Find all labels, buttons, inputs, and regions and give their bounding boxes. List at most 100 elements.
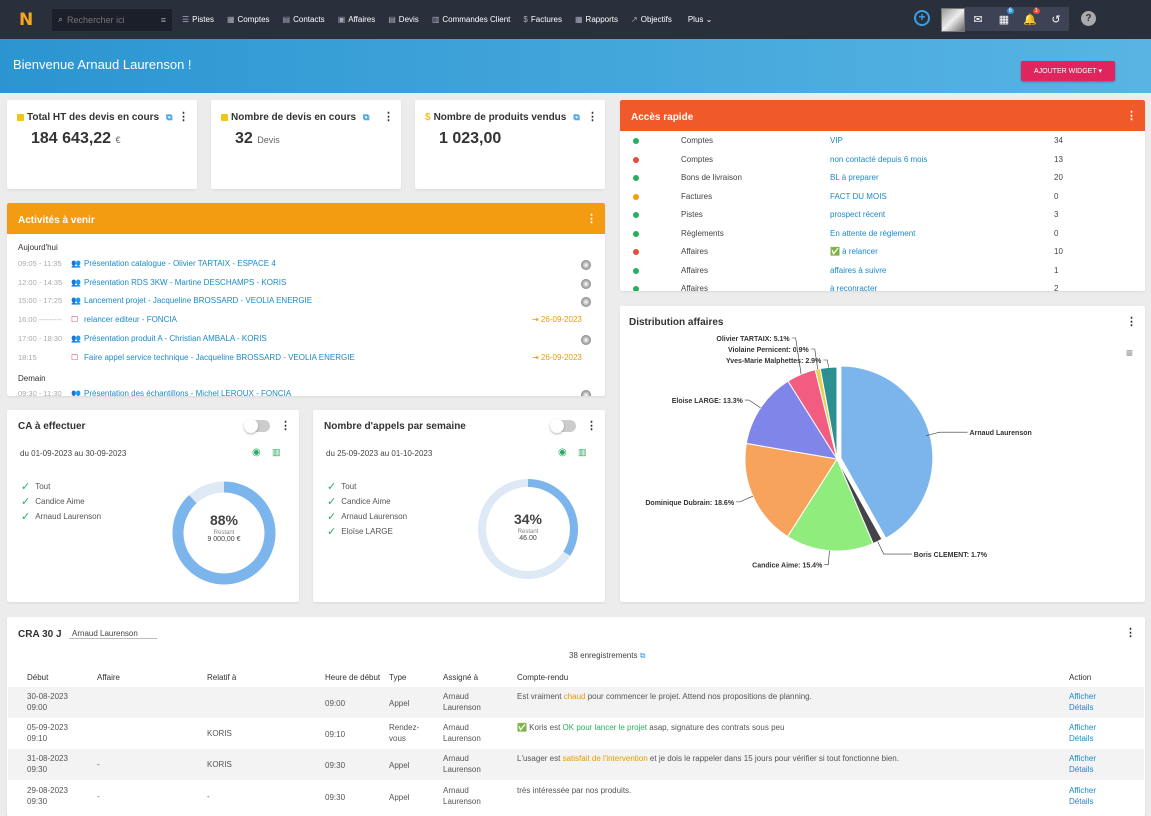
table-header[interactable]: Début [27, 673, 49, 682]
filter-link[interactable]: non contacté depuis 6 mois [830, 154, 928, 164]
menu-dots-icon[interactable]: ⋮ [178, 111, 189, 123]
quick-create-icon[interactable]: + [914, 10, 930, 26]
checkbox-icon[interactable]: ☐ [71, 352, 79, 362]
nav-item[interactable]: ▦ Comptes [227, 15, 270, 24]
app-logo[interactable]: N [19, 9, 34, 30]
cell-relatif[interactable]: KORIS [207, 760, 232, 770]
menu-dots-icon[interactable]: ⋮ [586, 420, 597, 432]
filter-link[interactable]: VIP [830, 136, 843, 145]
assignee-avatar [581, 334, 591, 345]
table-header[interactable]: Compte-rendu [517, 673, 569, 682]
table-header[interactable]: Relatif à [207, 673, 237, 682]
mail-icon[interactable]: ✉ [965, 7, 991, 31]
external-link-icon[interactable]: ⧉ [573, 112, 580, 122]
kpi-card-total-ht: Total HT des devis en cours ⧉ ⋮ 184 643,2… [7, 100, 197, 189]
external-link-icon[interactable]: ⧉ [363, 112, 370, 122]
cell-relatif[interactable]: - [207, 791, 210, 801]
details-link[interactable]: Détails [1069, 796, 1094, 806]
menu-dots-icon[interactable]: ⋮ [586, 213, 597, 225]
bar-chart-icon[interactable]: ▥ [272, 447, 281, 457]
bar-chart-icon[interactable]: ▥ [578, 447, 587, 457]
menu-dots-icon[interactable]: ⋮ [280, 420, 291, 432]
nav-item[interactable]: Plus ⌄ [685, 15, 713, 24]
table-header[interactable]: Assigné à [443, 673, 479, 682]
nav-item[interactable]: ▣ Affaires [338, 15, 376, 24]
show-link[interactable]: Afficher [1069, 754, 1096, 764]
chart-toggle[interactable] [244, 419, 270, 433]
pie-slice[interactable] [786, 457, 874, 552]
eye-icon[interactable]: ◉ [252, 447, 261, 458]
add-widget-button[interactable]: AJOUTER WIDGET ▾ [1021, 61, 1115, 81]
show-link[interactable]: Afficher [1069, 785, 1096, 795]
quote-icon [17, 114, 24, 121]
filter-icon[interactable]: ≡ [160, 14, 166, 25]
nav-item[interactable]: ▤ Devis [388, 15, 419, 24]
cell-relatif[interactable]: KORIS [207, 729, 232, 739]
chart-toggle[interactable] [550, 419, 576, 433]
check-label: Tout [35, 482, 51, 491]
activity-link[interactable]: Faire appel service technique - Jacqueli… [84, 352, 355, 362]
activity-link[interactable]: Présentation RDS 3KW - Martine DESCHAMPS… [84, 277, 287, 287]
menu-dots-icon[interactable]: ⋮ [1126, 316, 1137, 328]
activity-link[interactable]: Lancement projet - Jacqueline BROSSARD -… [84, 296, 313, 306]
nav-item[interactable]: ▦ Rapports [575, 15, 618, 24]
filter-link[interactable]: En attente de règlement [830, 228, 916, 238]
filter-link[interactable]: à reconracter [830, 284, 878, 291]
check-item[interactable]: ✓ Candice Aime [327, 495, 391, 508]
bell-icon[interactable]: 🔔 1 [1017, 7, 1043, 31]
pie-label-connector [744, 399, 761, 409]
donut-progress [172, 481, 276, 585]
nav-item[interactable]: ▤ Contacts [283, 15, 325, 24]
check-item[interactable]: ✓ Arnaud Laurenson [21, 510, 101, 523]
menu-dots-icon[interactable]: ⋮ [587, 111, 598, 123]
checkbox-icon[interactable]: ☐ [71, 315, 79, 325]
check-item[interactable]: ✓ Tout [21, 480, 50, 493]
filter-link[interactable]: BL à preparer [830, 173, 879, 182]
table-header[interactable]: Type [389, 673, 407, 682]
nav-item[interactable]: ☰ Pistes [182, 15, 214, 24]
menu-dots-icon[interactable]: ⋮ [1126, 110, 1137, 122]
filter-link[interactable]: prospect récent [830, 210, 886, 219]
show-link[interactable]: Afficher [1069, 723, 1096, 733]
show-link[interactable]: Afficher [1069, 692, 1096, 701]
nav-item[interactable]: ▥ Commandes Client [432, 15, 511, 24]
check-item[interactable]: ✓ Candice Aime [21, 495, 85, 508]
status-dot [633, 156, 639, 163]
table-header[interactable]: Action [1069, 673, 1092, 682]
activity-link[interactable]: Présentation des échantillons - Michel L… [84, 389, 292, 396]
nav-item[interactable]: $ Factures [523, 15, 562, 24]
chart-menu-icon[interactable]: ≡ [1126, 346, 1134, 360]
eye-icon[interactable]: ◉ [558, 447, 567, 458]
details-link[interactable]: Détails [1069, 703, 1094, 712]
avatar[interactable] [941, 8, 965, 32]
nav-item[interactable]: ↗ Objectifs [631, 15, 672, 24]
external-link-icon[interactable]: ⧉ [166, 112, 173, 122]
external-link-icon[interactable]: ⧉ [639, 651, 646, 660]
table-header[interactable]: Heure de début [325, 673, 381, 682]
activity-link[interactable]: relancer editeur - FONCIA [84, 315, 177, 325]
ca-donut [172, 481, 276, 585]
pie-slice[interactable] [819, 366, 838, 460]
check-item[interactable]: ✓ Tout [327, 480, 356, 493]
history-icon[interactable]: ↺ [1043, 7, 1069, 31]
filter-link[interactable]: FACT DU MOIS [830, 191, 887, 201]
check-item[interactable]: ✓ Arnaud Laurenson [327, 510, 407, 523]
menu-dots-icon[interactable]: ⋮ [383, 111, 394, 123]
welcome-text: Bienvenue Arnaud Laurenson ! [13, 57, 192, 72]
details-link[interactable]: Détails [1069, 734, 1094, 744]
table-header[interactable]: Affaire [97, 673, 120, 682]
activity-link[interactable]: Présentation produit A - Christian AMBAL… [84, 333, 267, 343]
search-box[interactable]: ⌕ ≡ [52, 8, 172, 31]
filter-link[interactable]: ✅ à relancer [830, 247, 878, 256]
check-item[interactable]: ✓ Eloïse LARGE [327, 525, 393, 538]
details-link[interactable]: Détails [1069, 765, 1094, 775]
menu-dots-icon[interactable]: ⋮ [1125, 627, 1136, 639]
cell-heure: 09:10 [325, 730, 346, 740]
user-select[interactable]: Arnaud Laurenson [69, 629, 157, 639]
cell-compte-rendu: Est vraiment chaud pour commencer le pro… [517, 692, 812, 701]
filter-link[interactable]: affaires à suivre [830, 265, 887, 275]
calendar-icon[interactable]: ▦ 6 [991, 7, 1017, 31]
activity-link[interactable]: Présentation catalogue - Olivier TARTAIX… [84, 259, 276, 268]
help-icon[interactable]: ? [1081, 11, 1096, 26]
search-input[interactable] [67, 14, 146, 25]
